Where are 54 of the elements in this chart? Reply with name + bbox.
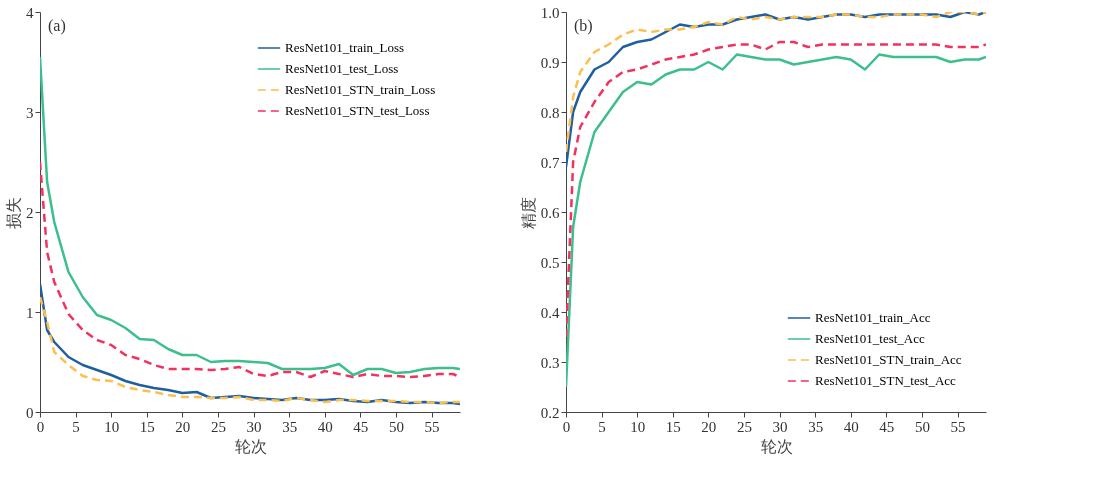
x-tick-label: 40 — [317, 418, 333, 435]
x-axis-title: 轮次 — [760, 437, 793, 455]
x-tick-label: 45 — [879, 418, 895, 435]
x-tick-label: 10 — [104, 418, 120, 435]
legend-label: ResNet101_STN_train_Acc — [815, 352, 962, 367]
line-series — [566, 53, 986, 389]
y-tick-label: 0.9 — [540, 54, 560, 71]
x-tick-label: 50 — [914, 418, 930, 435]
y-tick-label: 1.0 — [540, 4, 560, 21]
x-tick-label: 55 — [950, 418, 966, 435]
y-tick-label: 0.4 — [540, 304, 560, 321]
x-tick-label: 35 — [282, 418, 298, 435]
legend-label: ResNet101_STN_test_Loss — [285, 103, 430, 118]
y-tick-label: 0.7 — [540, 154, 560, 171]
x-tick-label: 25 — [210, 418, 226, 435]
x-tick-label: 55 — [424, 418, 440, 435]
legend-label: ResNet101_STN_test_Acc — [815, 373, 957, 388]
chart-title: (a) — [48, 17, 66, 35]
line-series — [40, 160, 460, 379]
y-tick-label: 0.8 — [540, 104, 560, 121]
legend-label: ResNet101_test_Loss — [285, 61, 399, 76]
y-tick-label: 0.2 — [540, 404, 560, 421]
x-tick-label: 5 — [72, 418, 80, 435]
legend-label: ResNet101_STN_train_Loss — [285, 82, 436, 97]
x-tick-label: 15 — [139, 418, 155, 435]
y-tick-label: 0.6 — [540, 204, 560, 221]
x-tick-label: 45 — [353, 418, 369, 435]
legend-label: ResNet101_train_Acc — [815, 310, 931, 325]
x-tick-label: 30 — [772, 418, 788, 435]
y-tick-label: 1 — [26, 304, 34, 321]
legend-label: ResNet101_train_Loss — [285, 40, 405, 55]
x-tick-label: 0 — [562, 418, 571, 435]
y-axis-title: 精度 — [519, 196, 537, 229]
line-series — [40, 55, 460, 377]
y-tick-label: 3 — [26, 104, 34, 121]
y-tick-label: 4 — [26, 4, 34, 21]
x-tick-label: 20 — [701, 418, 717, 435]
legend-label: ResNet101_test_Acc — [815, 331, 925, 346]
x-tick-label: 5 — [598, 418, 606, 435]
x-tick-label: 30 — [246, 418, 262, 435]
x-tick-label: 15 — [665, 418, 681, 435]
y-tick-label: 0.3 — [540, 354, 560, 371]
y-tick-label: 0.5 — [540, 254, 560, 271]
y-axis-title: 损失 — [5, 196, 22, 229]
x-tick-label: 20 — [175, 418, 191, 435]
y-tick-label: 2 — [26, 204, 34, 221]
x-tick-label: 50 — [388, 418, 404, 435]
x-tick-label: 10 — [630, 418, 646, 435]
x-tick-label: 40 — [843, 418, 859, 435]
x-tick-label: 25 — [736, 418, 752, 435]
y-tick-label: 0 — [26, 404, 34, 421]
x-tick-label: 35 — [808, 418, 824, 435]
chart-title: (b) — [574, 17, 593, 35]
x-axis-title: 轮次 — [234, 437, 267, 455]
